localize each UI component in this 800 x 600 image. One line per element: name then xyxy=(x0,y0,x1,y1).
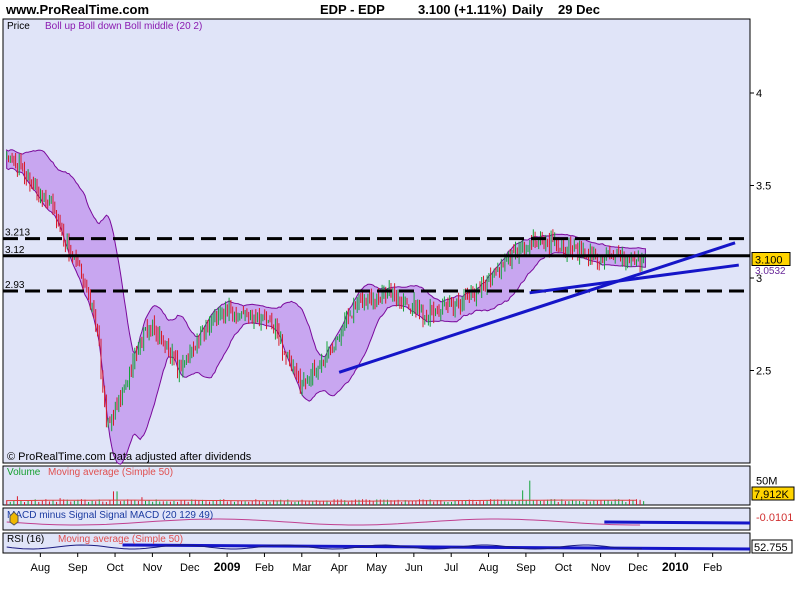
macd-panel[interactable] xyxy=(2,507,751,531)
level-label-1: 3.12 xyxy=(5,245,25,256)
level-label-0: 3.213 xyxy=(5,228,30,239)
x-tick-label: Oct xyxy=(106,562,123,574)
last-price-value: 3.100 xyxy=(755,255,783,267)
volume-last-value: 7,912K xyxy=(754,489,790,501)
volume-value-badge xyxy=(751,486,795,501)
level-label-2: 2.93 xyxy=(5,280,25,291)
x-tick-label: Aug xyxy=(479,562,499,574)
volume-panel[interactable] xyxy=(2,465,751,506)
x-tick-label: Jul xyxy=(444,562,458,574)
volume-tick-label: 50M xyxy=(756,476,777,488)
indicator-legend: Boll up Boll down Boll middle (20 2) xyxy=(45,21,202,32)
macd-legend: MACD minus Signal Signal MACD (20 129 49… xyxy=(7,510,213,521)
price-tick-label: 3.5 xyxy=(756,181,771,193)
x-tick-label: Oct xyxy=(555,562,572,574)
x-tick-label: Mar xyxy=(292,562,311,574)
instrument-name: EDP - EDP xyxy=(320,2,385,17)
rsi-last-value: 52.755 xyxy=(754,542,788,554)
rsi-ma-legend: Moving average (Simple 50) xyxy=(58,534,183,545)
x-tick-label: Dec xyxy=(628,562,648,574)
header-date: 29 Dec xyxy=(558,2,600,17)
rsi-line xyxy=(6,544,642,550)
x-tick-label: Jun xyxy=(405,562,423,574)
bell-icon[interactable] xyxy=(9,511,19,526)
last-price-badge xyxy=(751,252,791,266)
x-tick-label: 2010 xyxy=(662,560,689,574)
trendline-0[interactable] xyxy=(338,241,736,374)
site-name[interactable]: www.ProRealTime.com xyxy=(6,2,150,17)
x-tick-label: Apr xyxy=(331,562,348,574)
x-tick-label: Sep xyxy=(516,562,536,574)
macd-trendline[interactable] xyxy=(604,520,751,525)
x-tick-label: May xyxy=(366,562,387,574)
x-tick-label: Sep xyxy=(68,562,88,574)
macd-line xyxy=(6,518,641,526)
x-tick-label: Aug xyxy=(31,562,51,574)
x-tick-label: 2009 xyxy=(214,560,241,574)
panel-label-price: Price xyxy=(7,21,30,32)
candlesticks xyxy=(6,151,646,432)
price-tick-label: 4 xyxy=(756,88,762,100)
rsi-value-badge xyxy=(751,539,793,554)
bollinger-value: 3.0532 xyxy=(755,266,786,277)
chart-header: www.ProRealTime.com EDP - EDP 3.100 (+1.… xyxy=(0,0,800,18)
x-tick-label: Feb xyxy=(255,562,274,574)
volume-moving-average xyxy=(6,499,637,502)
price-tick-label: 3 xyxy=(756,273,762,285)
timeframe: Daily xyxy=(512,2,544,17)
rsi-trendline[interactable] xyxy=(122,543,751,551)
x-tick-label: Nov xyxy=(591,562,611,574)
x-tick-label: Dec xyxy=(180,562,200,574)
x-tick-label: Nov xyxy=(143,562,163,574)
last-quote: 3.100 (+1.11%) xyxy=(418,2,507,17)
data-credit: © ProRealTime.com Data adjusted after di… xyxy=(7,451,252,463)
rsi-legend-label: RSI (16) xyxy=(7,534,44,545)
macd-last-value: -0.0101 xyxy=(756,512,793,524)
trendline-1[interactable] xyxy=(529,263,739,295)
price-tick-label: 2.5 xyxy=(756,366,771,378)
volume-ma-legend: Moving average (Simple 50) xyxy=(48,467,173,478)
x-tick-label: Feb xyxy=(703,562,722,574)
volume-legend-label: Volume xyxy=(7,467,41,478)
